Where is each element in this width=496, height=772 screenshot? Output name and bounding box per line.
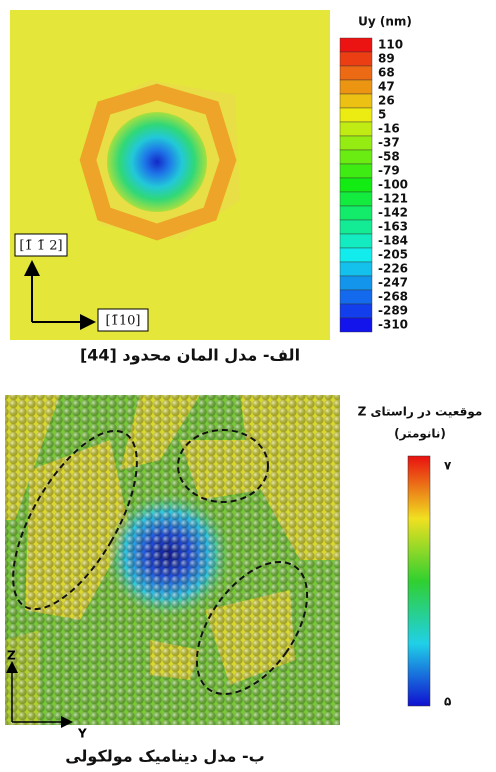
colorbar-label: -79 [378,164,400,178]
colorbar-swatch [340,276,372,290]
colorbar-swatch [340,136,372,150]
colorbar-swatch [340,220,372,234]
colorbar-swatch [340,290,372,304]
axis-label: Z [7,649,16,663]
colorbar-label: -58 [378,150,400,164]
colorbar-swatch [340,66,372,80]
colorbar-swatch [340,80,372,94]
colorbar-label: ۷ [444,459,452,473]
colorbar-swatch [340,94,372,108]
colorbar-label: -142 [378,206,408,220]
colorbar-label: -268 [378,290,408,304]
fem-contour: [1̄ 1̄ 2] [1̄10] [10,10,330,340]
colorbar-swatch [340,164,372,178]
colorbar-label: -226 [378,262,408,276]
colorbar-label: 68 [378,66,395,80]
colorbar-label: -100 [378,178,408,192]
colorbar-swatch [340,38,372,52]
colorbar-swatch [340,234,372,248]
colorbar-label: -16 [378,122,400,136]
colorbar-label: -184 [378,234,408,248]
colorbar-swatch [340,108,372,122]
axis-label: Y [77,727,87,741]
colorbar-label: -121 [378,192,408,206]
colorbar-title: Uy (nm) [358,15,412,29]
colorbar-label: -247 [378,276,408,290]
colorbar [408,456,430,706]
colorbar-label: 89 [378,52,395,66]
colorbar-label: 110 [378,38,403,52]
colorbar-label: 5 [378,108,386,122]
direction-label: [1̄10] [106,314,141,329]
colorbar-swatch [340,122,372,136]
figure: [1̄ 1̄ 2] [1̄10] Uy (nm) 110896847265-16… [0,0,496,772]
colorbar-swatch [340,304,372,318]
colorbar: 110896847265-16-37-58-79-100-121-142-163… [340,38,408,333]
colorbar-unit: (نانومتر) [394,427,446,442]
colorbar-label: -163 [378,220,408,234]
colorbar-swatch [340,248,372,262]
colorbar-swatch [340,192,372,206]
caption: ب- مدل دینامیک مولکولی [65,747,265,766]
colorbar-swatch [340,178,372,192]
colorbar-label: -37 [378,136,400,150]
colorbar-label: ۵ [444,695,451,709]
colorbar-swatch [340,318,372,332]
colorbar-swatch [340,206,372,220]
colorbar-label: -310 [378,318,408,332]
colorbar-label: 47 [378,80,395,94]
colorbar-label: -289 [378,304,408,318]
md-surface: Z Y [0,395,340,741]
colorbar-swatch [340,52,372,66]
caption: الف- مدل المان محدود [44] [80,346,300,365]
colorbar-label: 26 [378,94,395,108]
colorbar-swatch [340,150,372,164]
colorbar-title: موقعیت در راستای Z [358,405,483,420]
colorbar-swatch [340,262,372,276]
direction-label: [1̄ 1̄ 2] [19,239,62,254]
page: {"panel_a": { "colorbar_title": "Uy (nm)… [0,0,496,772]
colorbar-label: -205 [378,248,408,262]
